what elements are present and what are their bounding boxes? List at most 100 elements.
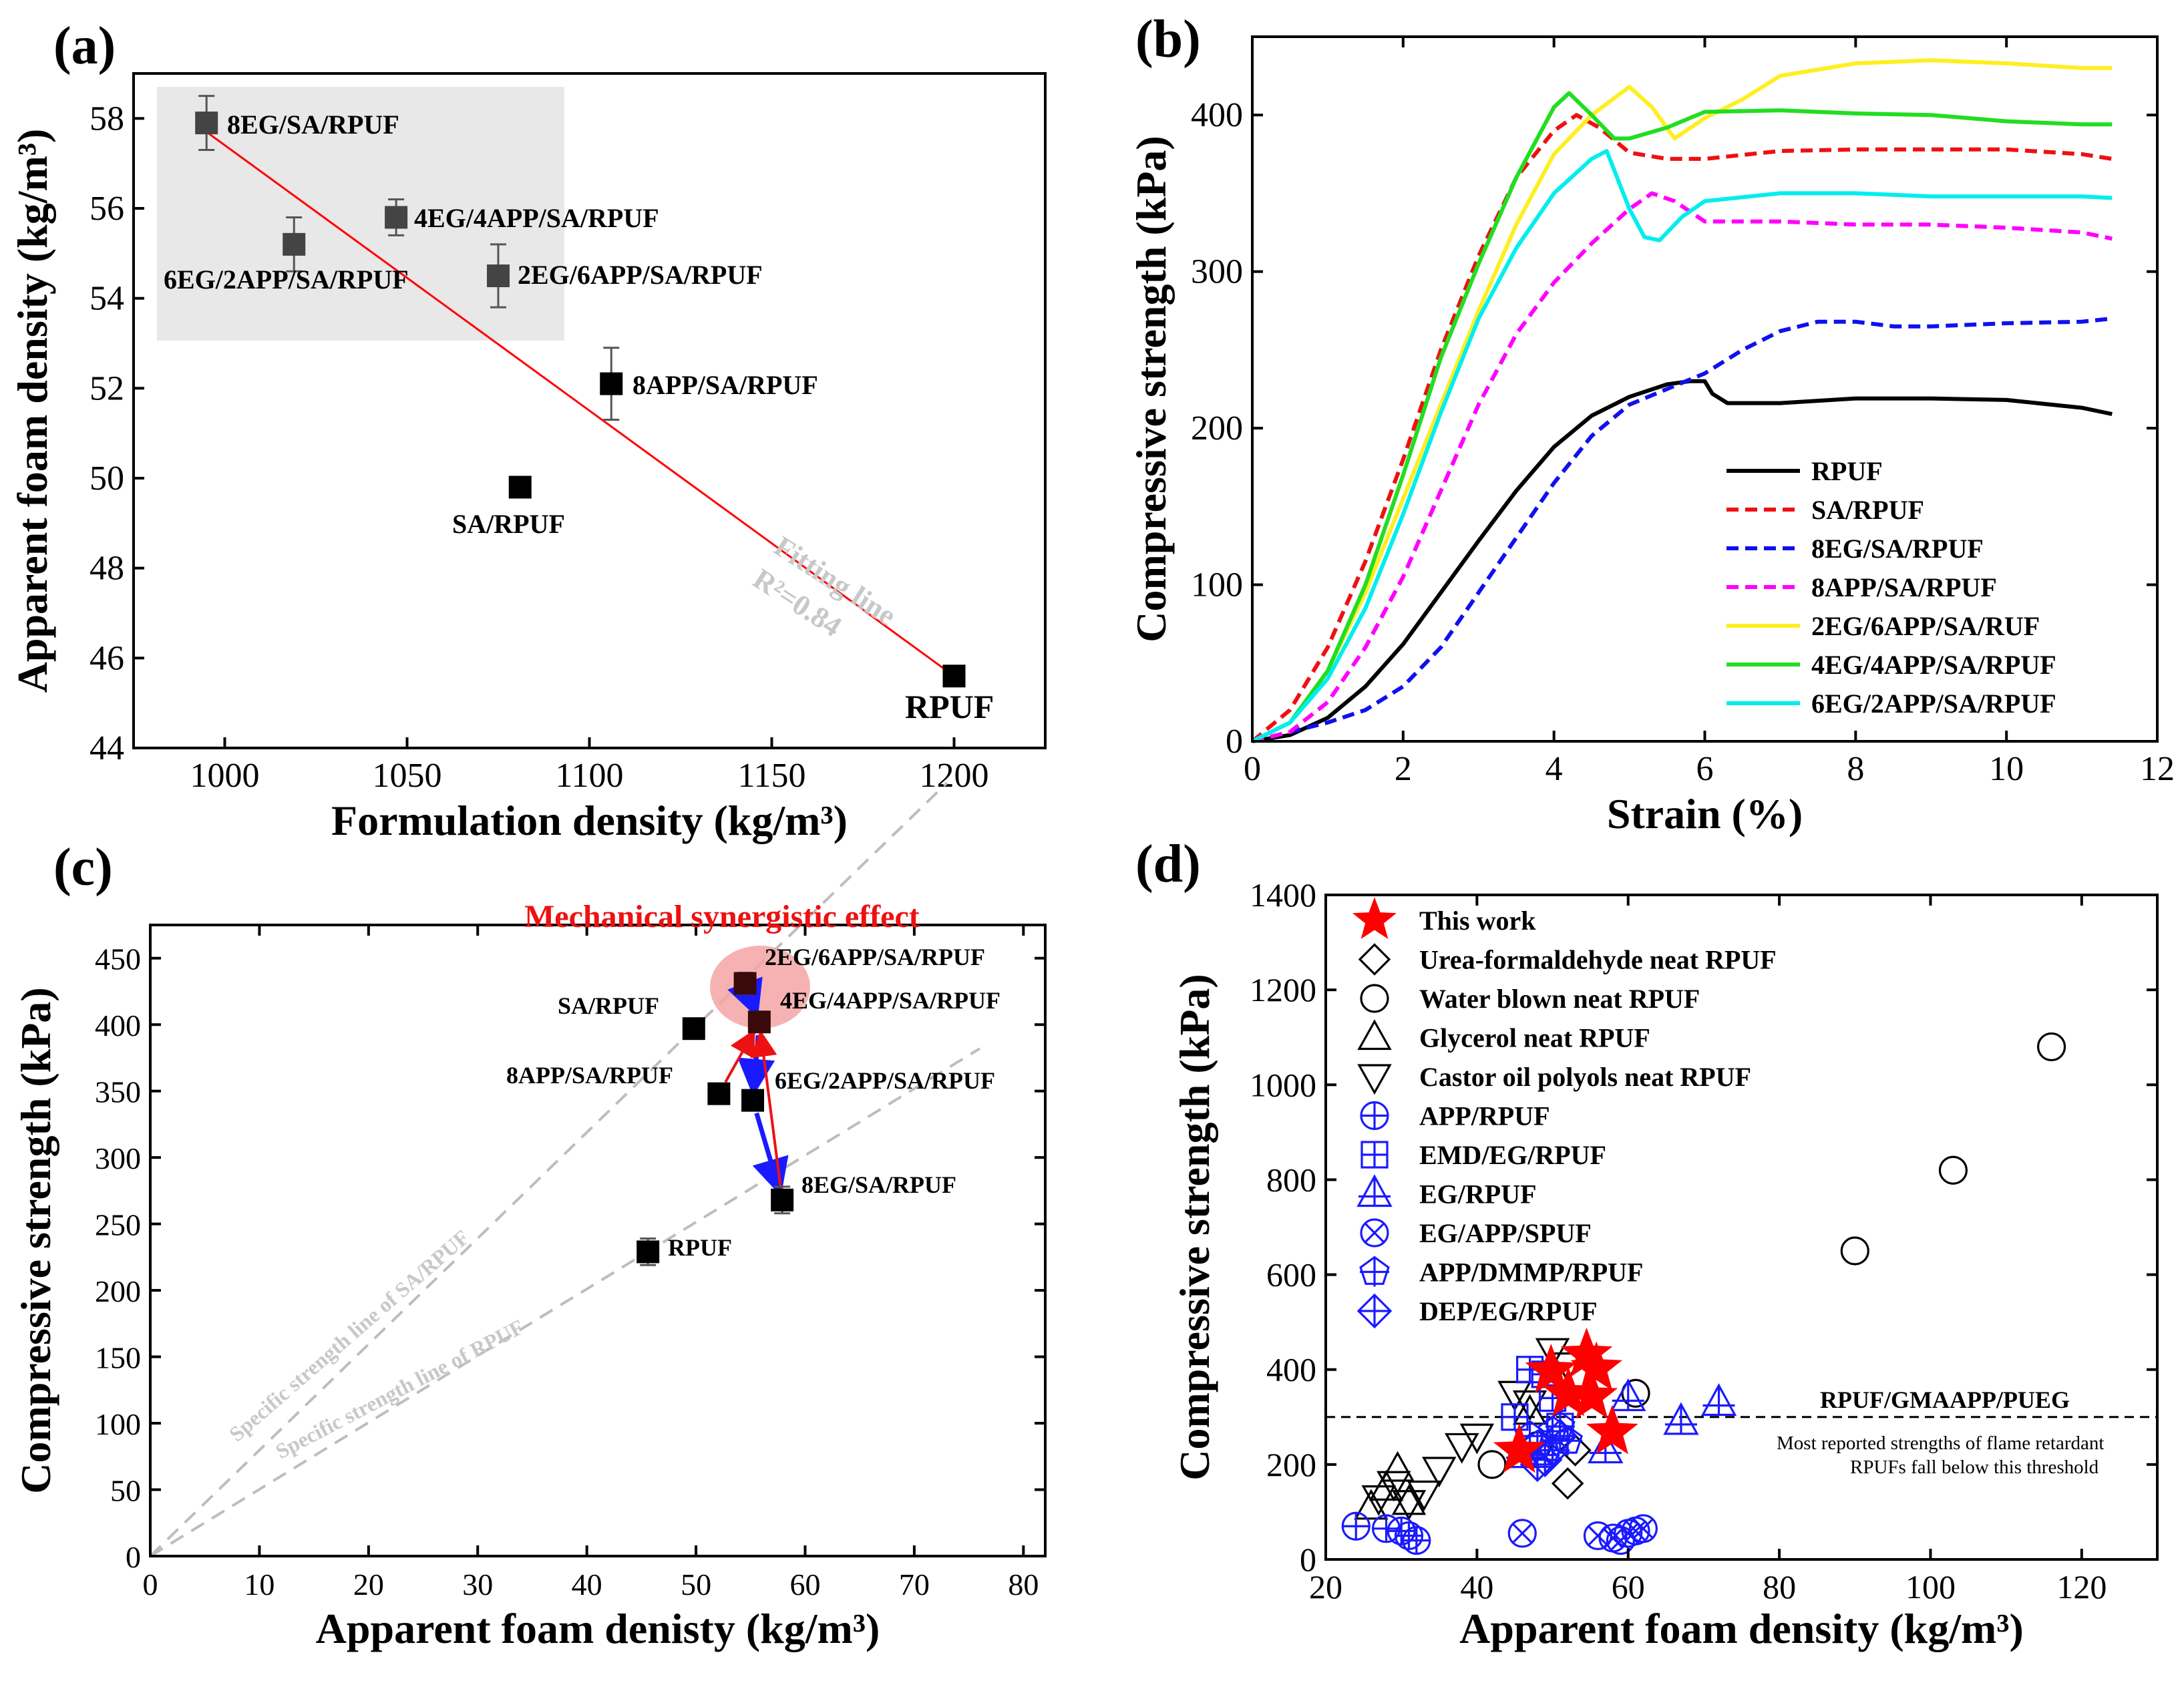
y-tick-label: 1000 bbox=[1250, 1066, 1316, 1103]
legend-label-8app-sa-rpuf: 8APP/SA/RPUF bbox=[1811, 572, 1997, 602]
ref-label-rpuf: Specific strength line of RPUF bbox=[272, 1314, 528, 1463]
y-tick-label: 300 bbox=[95, 1141, 141, 1175]
d-point-glycerol-neat-rpuf bbox=[1380, 1451, 1415, 1482]
c-point-6eg-2app-sa-rpuf bbox=[741, 1089, 765, 1112]
y-tick-label: 56 bbox=[89, 190, 124, 228]
x-axis-label: Apparent foam density (kg/m³) bbox=[1459, 1605, 2024, 1652]
y-axis-label: Compressive strength (kPa) bbox=[12, 987, 59, 1493]
threshold-label: RPUF/GMAAPP/PUEG bbox=[1820, 1386, 2070, 1413]
y-tick-label: 100 bbox=[95, 1407, 141, 1441]
d-point-castor-oil-polyols-neat-rpuf bbox=[1361, 1485, 1396, 1516]
x-tick-label: 20 bbox=[353, 1567, 384, 1602]
y-tick-label: 44 bbox=[89, 729, 124, 767]
legend-marker-urea-formaldehyde-neat-rpuf bbox=[1358, 943, 1391, 976]
x-tick-label: 80 bbox=[1763, 1568, 1796, 1606]
c-label-sa-rpuf: SA/RPUF bbox=[558, 992, 659, 1019]
reference-line-specific-strength-line-of-sa-rpuf bbox=[149, 781, 948, 1557]
legend-marker-dep-eg-rpuf bbox=[1356, 1293, 1393, 1329]
y-tick-label: 150 bbox=[95, 1341, 141, 1375]
d-point-water-blown-neat-rpuf bbox=[1477, 1450, 1507, 1479]
legend-marker-eg-app-spuf bbox=[1360, 1218, 1389, 1248]
panel-b-chart: 0 2 4 6 8 10 12 0 100 200 300 400 Strain (%) Compress… bbox=[1127, 35, 2175, 837]
d-point-castor-oil-polyols-neat-rpuf bbox=[1422, 1457, 1457, 1488]
point-rpuf bbox=[942, 665, 966, 688]
legend-label-urea-formaldehyde-neat-rpuf: Urea-formaldehyde neat RPUF bbox=[1419, 945, 1777, 975]
legend-marker-app-rpuf bbox=[1360, 1101, 1389, 1131]
point-6eg-2app-sa-rpuf bbox=[283, 232, 306, 256]
point-label-rpuf: RPUF bbox=[905, 688, 994, 725]
legend-label-glycerol-neat-rpuf: Glycerol neat RPUF bbox=[1419, 1023, 1650, 1053]
legend-label-this-work: This work bbox=[1419, 906, 1536, 936]
d-point-water-blown-neat-rpuf bbox=[2036, 1032, 2066, 1062]
y-tick-label: 46 bbox=[89, 639, 124, 677]
x-tick-label: 8 bbox=[1847, 750, 1864, 788]
d-point-castor-oil-polyols-neat-rpuf bbox=[1497, 1380, 1532, 1412]
legend-label-app-rpuf: APP/RPUF bbox=[1419, 1101, 1550, 1131]
legend-marker-eg-rpuf bbox=[1356, 1174, 1393, 1207]
x-tick-label: 100 bbox=[1905, 1568, 1956, 1606]
d-point-app-rpuf bbox=[1371, 1514, 1401, 1543]
y-tick-label: 100 bbox=[1191, 566, 1243, 604]
d-point-water-blown-neat-rpuf bbox=[1938, 1155, 1968, 1185]
d-point-castor-oil-polyols-neat-rpuf bbox=[1444, 1433, 1479, 1464]
legend-label-water-blown-neat-rpuf: Water blown neat RPUF bbox=[1419, 984, 1700, 1014]
arrow-red-2 bbox=[750, 1030, 782, 1187]
panel-d-chart: RPUF/GMAAPP/PUEG Most reported strengths… bbox=[1171, 876, 2159, 1652]
series-line-sa-rpuf bbox=[1251, 113, 2113, 743]
legend-marker-castor-oil-polyols-neat-rpuf bbox=[1357, 1064, 1392, 1095]
d-point-this-work bbox=[1525, 1343, 1578, 1393]
d-point-this-work bbox=[1570, 1341, 1623, 1391]
legend-marker-emd-eg-rpuf bbox=[1360, 1141, 1389, 1169]
x-tick-label: 1050 bbox=[373, 757, 442, 795]
y-tick-label: 0 bbox=[126, 1540, 141, 1574]
y-axis-label: Compressive strength (kPa) bbox=[1127, 136, 1175, 642]
x-tick-label: 1000 bbox=[190, 757, 260, 795]
x-tick-label: 1200 bbox=[920, 757, 989, 795]
x-tick-label: 0 bbox=[1244, 750, 1261, 788]
c-label-rpuf: RPUF bbox=[668, 1234, 732, 1261]
y-tick-label: 300 bbox=[1191, 253, 1243, 291]
y-tick-label: 1400 bbox=[1250, 876, 1316, 914]
series-line-8eg-sa-rpuf bbox=[1252, 317, 2113, 743]
x-tick-label: 50 bbox=[681, 1567, 711, 1602]
d-point-castor-oil-polyols-neat-rpuf bbox=[1407, 1480, 1441, 1511]
legend-label-eg-app-spuf: EG/APP/SPUF bbox=[1419, 1218, 1592, 1248]
x-tick-label: 20 bbox=[1309, 1568, 1342, 1606]
y-tick-label: 200 bbox=[1191, 409, 1243, 447]
d-point-app-rpuf bbox=[1341, 1511, 1371, 1541]
x-tick-label: 1100 bbox=[555, 757, 623, 795]
reference-line-specific-strength-line-of-rpuf bbox=[149, 1047, 980, 1557]
d-point-this-work bbox=[1493, 1423, 1545, 1473]
d-point-eg-rpuf bbox=[1700, 1383, 1737, 1417]
d-point-glycerol-neat-rpuf bbox=[1391, 1484, 1427, 1515]
legend-label-6eg-2app-sa-rpuf: 6EG/2APP/SA/RPUF bbox=[1811, 689, 2056, 719]
point-4eg-4app-sa-rpuf bbox=[385, 206, 408, 229]
legend-label-8eg-sa-rpuf: 8EG/SA/RPUF bbox=[1811, 534, 1984, 564]
legend-label-rpuf: RPUF bbox=[1811, 456, 1883, 486]
c-label-4eg-4app: 4EG/4APP/SA/RPUF bbox=[780, 987, 1000, 1014]
point-label-6eg-2app-sa-rpuf: 6EG/2APP/SA/RPUF bbox=[164, 264, 409, 295]
x-tick-label: 60 bbox=[1612, 1568, 1645, 1606]
point-label-2eg-6app-sa-rpuf: 2EG/6APP/SA/RPUF bbox=[518, 260, 763, 290]
c-label-8eg: 8EG/SA/RPUF bbox=[801, 1171, 956, 1198]
d-point-glycerol-neat-rpuf bbox=[1354, 1489, 1389, 1520]
threshold-note-2: RPUFs fall below this threshold bbox=[1850, 1457, 2099, 1478]
legend-marker-glycerol-neat-rpuf bbox=[1357, 1019, 1392, 1051]
x-tick-label: 120 bbox=[2056, 1568, 2107, 1606]
series-line-8app-sa-rpuf bbox=[1252, 191, 2113, 743]
c-point-8app-sa-rpuf bbox=[707, 1082, 731, 1105]
d-point-eg-app-spuf bbox=[1628, 1514, 1658, 1543]
point-sa-rpuf bbox=[508, 476, 532, 499]
x-tick-label: 70 bbox=[899, 1567, 930, 1602]
x-axis-label: Apparent foam denisty (kg/m³) bbox=[316, 1605, 880, 1652]
y-axis-label: Apparent foam density (kg/m³) bbox=[9, 129, 56, 693]
c-point-sa-rpuf bbox=[682, 1017, 705, 1041]
x-tick-label: 80 bbox=[1008, 1567, 1039, 1602]
y-tick-label: 0 bbox=[1300, 1541, 1316, 1578]
legend-label-4eg-4app-sa-rpuf: 4EG/4APP/SA/RPUF bbox=[1811, 650, 2056, 680]
x-axis-label: Strain (%) bbox=[1607, 790, 1803, 837]
y-tick-label: 58 bbox=[89, 100, 124, 138]
point-label-sa-rpuf: SA/RPUF bbox=[452, 509, 565, 539]
panel-label-b: (b) bbox=[1135, 10, 1201, 69]
x-tick-label: 30 bbox=[462, 1567, 493, 1602]
